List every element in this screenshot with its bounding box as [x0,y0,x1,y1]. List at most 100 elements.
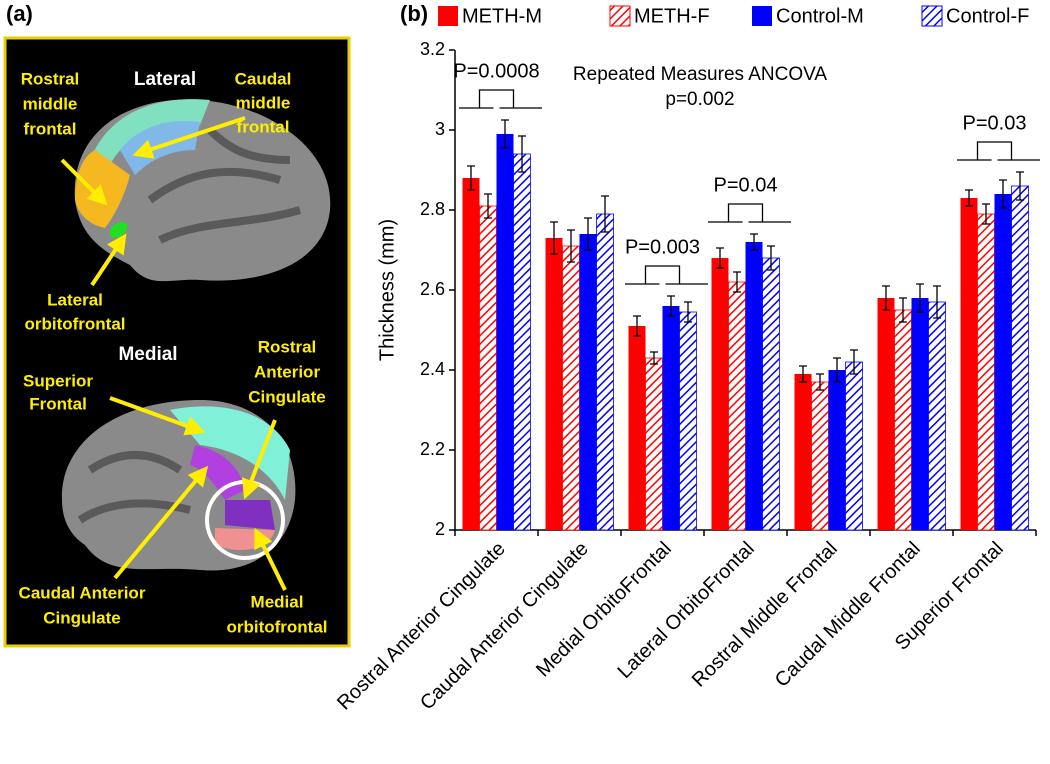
x-tick-label: Rostral Middle Frontal [688,538,842,692]
legend-label: Control-M [776,5,864,27]
arrow [60,158,108,206]
error-bar [501,119,509,149]
error-bar [550,221,558,255]
significance-bracket [708,203,791,223]
bar [596,213,614,531]
significance-label: P=0.03 [963,112,1027,134]
error-bar [850,349,858,375]
region-label: Frontal [29,394,87,413]
error-bar [899,297,907,323]
bar [679,311,697,531]
y-tick-label: 3.2 [420,39,445,59]
bar [479,205,497,531]
region-label: Cingulate [248,387,325,406]
error-bar [633,315,641,337]
annotation: Repeated Measures ANCOVA [573,64,827,85]
arrow [113,465,209,580]
legend-label: Control-F [946,5,1029,27]
bar [462,178,480,530]
bar [994,194,1012,530]
significance-bracket [459,89,542,109]
annotation: p=0.002 [665,89,734,110]
panel-label: (b) [400,1,428,26]
view-label: Medial [118,344,177,365]
region-label: Cingulate [43,608,120,627]
region-label: Caudal [235,69,292,88]
y-tick-label: 2.2 [420,439,445,459]
y-tick-label: 3 [435,119,445,139]
y-tick-label: 2.8 [420,199,445,219]
y-axis-title: Thickness (mm) [376,219,398,361]
region-label: middle [236,93,291,112]
legend-label: METH-M [462,5,542,27]
significance-label: P=0.04 [714,174,778,196]
region-label: Medial [251,592,304,611]
legend-swatch [609,5,631,27]
x-tick-label: Rostral Anterior Cingulate [333,538,510,715]
region-label: orbitofrontal [24,314,125,333]
x-tick-label: Medial OrbitoFrontal [532,538,676,682]
error-bar [684,301,692,323]
region-label: orbitofrontal [226,617,327,636]
region-label: Rostral [21,69,80,88]
error-bar [816,373,824,391]
bar [794,374,812,530]
bar [662,306,680,530]
error-bar [799,365,807,383]
x-tick-label: Caudal Anterior Cingulate [416,538,593,715]
error-bar [999,179,1007,209]
bar [745,242,763,530]
bar [960,198,978,530]
bar [513,153,531,531]
bar [711,258,729,530]
bar [579,234,597,530]
y-tick-label: 2 [435,519,445,539]
error-bar [882,285,890,311]
arrow [109,396,206,436]
error-bar [982,203,990,225]
bar [894,309,912,531]
bar [762,257,780,531]
arrow [90,233,127,287]
region-label: Lateral [47,290,103,309]
error-bar [833,357,841,383]
bar [977,213,995,531]
bar [877,298,895,530]
legend-label: METH-F [634,5,710,27]
significance-label: P=0.0008 [453,60,539,82]
panel-label: (a) [6,1,33,26]
error-bar [667,295,675,317]
region-label: Caudal Anterior [19,583,146,602]
error-bar [518,135,526,173]
region-label: Superior [23,371,93,390]
significance-bracket [625,265,708,285]
region-label: middle [23,94,78,113]
region-label: frontal [24,119,77,138]
bar [928,301,946,531]
bar [496,134,514,530]
bar [628,326,646,530]
bar [562,245,580,531]
bar [828,370,846,530]
error-bar [650,351,658,365]
error-bar [1016,171,1024,201]
error-bar [733,271,741,293]
bar [911,298,929,530]
error-bar [601,195,609,233]
x-tick-label: Caudal Middle Frontal [771,538,925,692]
bar [845,361,863,531]
legend-swatch [921,5,943,27]
error-bar [567,229,575,263]
bar [645,357,663,531]
arrow [132,116,246,159]
significance-bracket [957,141,1040,161]
significance-label: P=0.003 [625,236,700,258]
legend-swatch [752,6,772,26]
error-bar [584,217,592,251]
y-tick-label: 2.6 [420,279,445,299]
view-label: Lateral [134,69,196,90]
error-bar [716,247,724,269]
legend-swatch [438,6,458,26]
bar [811,381,829,531]
